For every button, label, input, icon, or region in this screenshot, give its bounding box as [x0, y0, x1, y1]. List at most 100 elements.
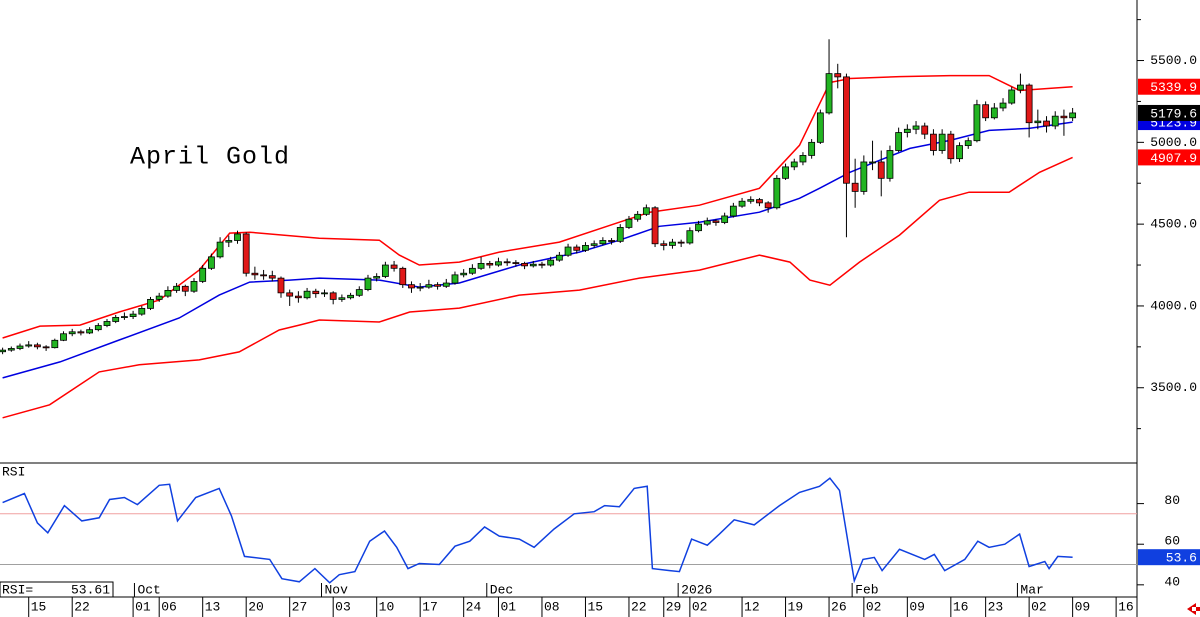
- candle-body: [547, 259, 555, 266]
- candle-body: [555, 254, 563, 261]
- candle-body: [590, 243, 598, 246]
- candle-body: [930, 133, 937, 151]
- y-tick-label: 5000.0: [1150, 135, 1197, 150]
- candle-body: [34, 344, 41, 348]
- candle-body: [129, 313, 137, 317]
- candle-body: [42, 346, 50, 349]
- month-label: Mar: [1020, 582, 1043, 597]
- candle-body: [355, 289, 363, 296]
- x-tick-label: 19: [788, 599, 804, 614]
- candle-body: [634, 213, 642, 220]
- candle-body: [277, 277, 285, 294]
- candle-body: [947, 133, 955, 160]
- x-tick-label: 08: [544, 599, 560, 614]
- candle-body: [877, 161, 885, 179]
- candle-body: [582, 245, 589, 251]
- y-tick-label: 4000.0: [1150, 298, 1197, 313]
- rsi-tag-label: 53.6: [1166, 551, 1197, 566]
- x-tick-label: 01: [135, 599, 151, 614]
- scroll-arrow[interactable]: [1187, 603, 1200, 615]
- candle-body: [216, 241, 224, 258]
- rsi-tick-label: 80: [1164, 493, 1180, 508]
- candle-body: [1043, 120, 1050, 127]
- month-label: Feb: [855, 582, 878, 597]
- x-tick-label: 02: [1031, 599, 1047, 614]
- candle-body: [51, 339, 59, 349]
- candle-body: [712, 220, 720, 223]
- price-tag-label: 5179.6: [1150, 106, 1197, 121]
- candle-body: [921, 125, 929, 135]
- rsi-tick-label: 40: [1164, 574, 1180, 589]
- x-tick-label: 12: [744, 599, 760, 614]
- candle-body: [860, 161, 868, 192]
- month-label: 2026: [681, 582, 712, 597]
- candle-body: [956, 145, 963, 160]
- candle-body: [669, 241, 676, 246]
- candle-body: [773, 177, 781, 209]
- candle-body: [434, 284, 441, 287]
- candle-body: [529, 263, 537, 267]
- candle-body: [695, 223, 702, 232]
- price-tag: [1138, 78, 1200, 95]
- price-tag: [1138, 104, 1200, 121]
- x-tick-label: 26: [831, 599, 847, 614]
- candle-body: [60, 333, 67, 341]
- candle-body: [86, 329, 94, 334]
- candle-body: [460, 272, 468, 276]
- candle-body: [1060, 115, 1068, 119]
- candle-body: [408, 284, 415, 289]
- candle-body: [625, 218, 633, 228]
- candle-body: [68, 331, 76, 335]
- candle-body: [16, 345, 24, 349]
- candle-body: [964, 140, 972, 147]
- x-tick-label: 23: [988, 599, 1004, 614]
- x-tick-label: 02: [692, 599, 708, 614]
- candle-body: [912, 125, 920, 130]
- candle-body: [521, 263, 528, 267]
- candle-body: [973, 104, 981, 142]
- rsi-readout-value: 53.61: [71, 582, 110, 597]
- x-tick-label: 09: [1075, 599, 1091, 614]
- x-tick-label: 02: [866, 599, 882, 614]
- candle-body: [756, 199, 763, 204]
- chart-title: April Gold: [130, 143, 290, 172]
- x-tick-label: 13: [205, 599, 221, 614]
- rsi-readout-box: [0, 581, 114, 598]
- candle-body: [486, 263, 494, 266]
- candle-body: [729, 205, 737, 217]
- candle-body: [1008, 89, 1016, 104]
- candle-body: [399, 267, 407, 286]
- x-tick-label: 22: [631, 599, 647, 614]
- candle-body: [207, 256, 215, 269]
- candle-body: [790, 161, 798, 168]
- candle-body: [321, 292, 328, 295]
- candle-body: [999, 102, 1007, 109]
- rsi-label: RSI: [2, 464, 25, 479]
- candle-body: [816, 112, 824, 143]
- x-tick-label: 16: [953, 599, 969, 614]
- candle-body: [77, 331, 85, 334]
- candle-body: [381, 264, 389, 277]
- candle-body: [94, 325, 102, 331]
- month-label: Nov: [324, 582, 348, 597]
- candle-body: [495, 261, 502, 266]
- candle-body: [312, 290, 320, 295]
- candle-body: [199, 267, 207, 282]
- candle-body: [138, 307, 146, 315]
- candle-body: [703, 220, 711, 225]
- band-line: [2, 156, 1073, 419]
- x-tick-label: 01: [500, 599, 516, 614]
- candle-body: [825, 73, 833, 114]
- x-tick-label: 10: [379, 599, 395, 614]
- candle-body: [1069, 112, 1077, 119]
- price-tag-label: 5339.9: [1150, 80, 1197, 95]
- candle-body: [364, 277, 372, 290]
- x-tick-label: 27: [292, 599, 308, 614]
- candle-body: [260, 274, 267, 277]
- candle-body: [764, 202, 772, 209]
- candle-body: [599, 240, 607, 245]
- candle-body: [329, 292, 337, 300]
- rsi-line: [2, 477, 1073, 584]
- price-tag-label: 4907.9: [1150, 151, 1197, 166]
- candle-body: [834, 73, 842, 78]
